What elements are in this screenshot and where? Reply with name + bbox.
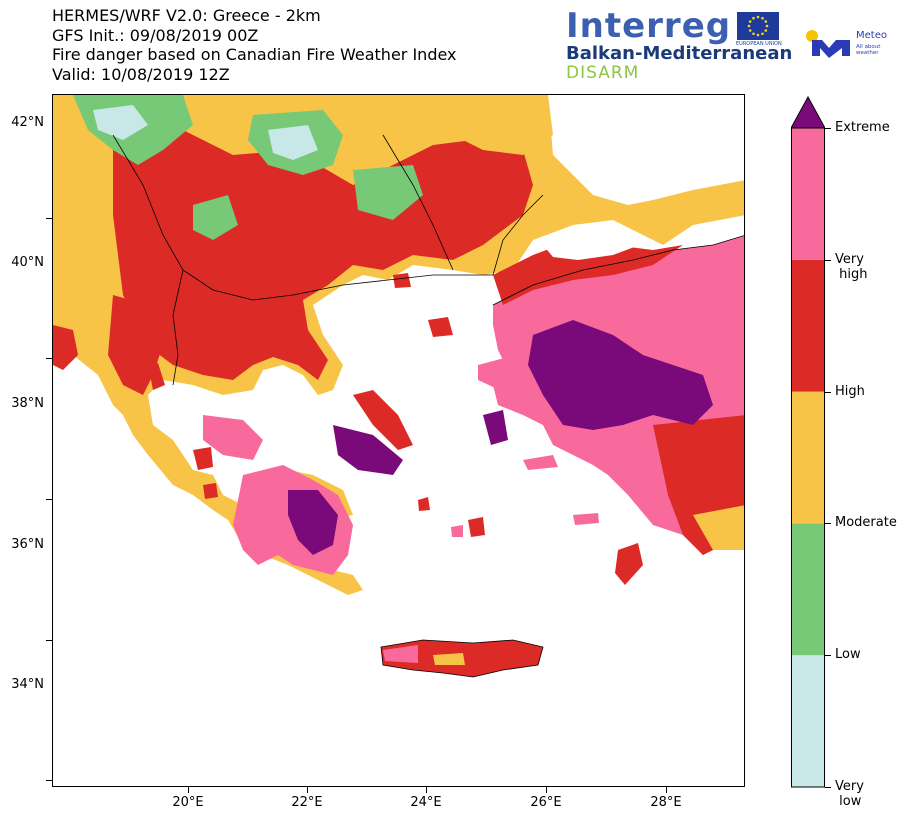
interreg-wordmark: Interreg [566, 6, 732, 46]
island-thasos [393, 273, 411, 288]
colorbar-tick [825, 128, 831, 129]
interreg-logo: Interreg Balkan-Mediterranean DISARM [566, 8, 792, 82]
lat-label-40: 40°N [11, 255, 44, 270]
meteo-m-icon [806, 30, 850, 58]
island-lesvos [478, 357, 518, 387]
title-line-product: Fire danger based on Canadian Fire Weath… [52, 45, 457, 64]
lon-tick [307, 787, 308, 793]
colorbar-segment [791, 128, 825, 260]
island-corfu [148, 363, 165, 390]
moderate-band-north [433, 95, 553, 155]
island-paros [451, 525, 463, 537]
colorbar-tick [825, 523, 831, 525]
extreme-zone-peloponnese [288, 490, 338, 555]
colorbar-tick [825, 787, 831, 788]
lon-label-26: 26°E [530, 795, 562, 810]
low-zone-nw-2 [193, 195, 238, 240]
country-borders [112, 134, 544, 386]
meteo-tagline-1: All about [856, 44, 881, 50]
very-high-zone-crete [383, 645, 418, 663]
high-zone-thrace [493, 240, 683, 305]
italy-heel [53, 325, 78, 370]
programme-name: Balkan-Mediterranean [566, 43, 793, 64]
high-zone-attica [333, 425, 403, 475]
lat-tick [46, 499, 52, 500]
island-kea [418, 497, 430, 511]
lat-label-36: 36°N [11, 537, 44, 552]
lon-tick [188, 787, 189, 793]
title-line-valid: Valid: 10/08/2019 12Z [52, 64, 230, 84]
moderate-zone-anatolia-se [693, 505, 744, 550]
colorbar-segment [791, 523, 825, 656]
very-low-patch-central [268, 125, 318, 160]
project-name: DISARM [566, 63, 640, 83]
lon-tick [666, 787, 667, 793]
island-kefalonia [193, 447, 213, 470]
fire-danger-map [52, 94, 745, 787]
island-samos [523, 455, 558, 470]
title-line-model: HERMES/WRF V2.0: Greece - 2km [52, 6, 321, 25]
colorbar-segment [791, 259, 825, 392]
colorbar-label: Moderate [835, 515, 897, 531]
lon-tick [546, 787, 547, 793]
lon-label-28: 28°E [650, 795, 682, 810]
lat-tick [46, 640, 52, 641]
meteo-name: Meteo [856, 30, 887, 41]
island-kos [573, 513, 599, 525]
lat-label-42: 42°N [11, 115, 44, 130]
high-zone-mainland [113, 125, 533, 380]
very-low-patch-nw [93, 105, 148, 140]
colorbar-segment [791, 391, 825, 524]
fire-danger-colorbar [791, 96, 825, 788]
island-lemnos [428, 317, 453, 337]
colorbar-tick [825, 259, 831, 261]
colorbar-outline [791, 127, 825, 788]
low-zone-north-central [353, 165, 423, 220]
colorbar-label: High [835, 383, 865, 399]
map-canvas [53, 95, 744, 678]
very-high-zone-central-greece [203, 415, 263, 460]
lon-tick [426, 787, 427, 793]
eu-flag-icon [737, 12, 779, 40]
island-rhodes [615, 543, 643, 585]
lat-tick [46, 780, 52, 781]
lat-tick [46, 358, 52, 359]
lat-tick [46, 218, 52, 219]
lon-label-22: 22°E [291, 795, 323, 810]
colorbar-tick [825, 655, 831, 657]
lat-label-38: 38°N [11, 396, 44, 411]
colorbar-label: Low [835, 647, 861, 663]
colorbar-label: Very high [835, 251, 868, 282]
lon-label-20: 20°E [172, 795, 204, 810]
map-title-block: HERMES/WRF V2.0: Greece - 2km GFS Init.:… [52, 6, 457, 84]
moderate-zone-crete [433, 653, 465, 665]
island-chios [483, 410, 508, 445]
meteo-logo [806, 30, 854, 64]
colorbar-label: Very low [835, 779, 864, 809]
colorbar-extend-arrow [791, 96, 825, 129]
meteo-tagline-2: weather [856, 50, 879, 56]
colorbar-segment [791, 655, 825, 787]
colorbar-label: Extreme [835, 120, 890, 135]
coastlines [380, 235, 744, 678]
lon-label-24: 24°E [410, 795, 442, 810]
island-zakynthos [203, 483, 218, 499]
lat-label-34: 34°N [11, 677, 44, 692]
sea-marmara [543, 225, 653, 260]
title-line-init: GFS Init.: 09/08/2019 00Z [52, 25, 259, 45]
colorbar-tick [825, 391, 831, 393]
land-evia [353, 390, 413, 450]
extreme-zone-anatolia [528, 320, 713, 430]
eu-label: EUROPEAN UNION [736, 41, 782, 47]
island-naxos [468, 517, 485, 537]
